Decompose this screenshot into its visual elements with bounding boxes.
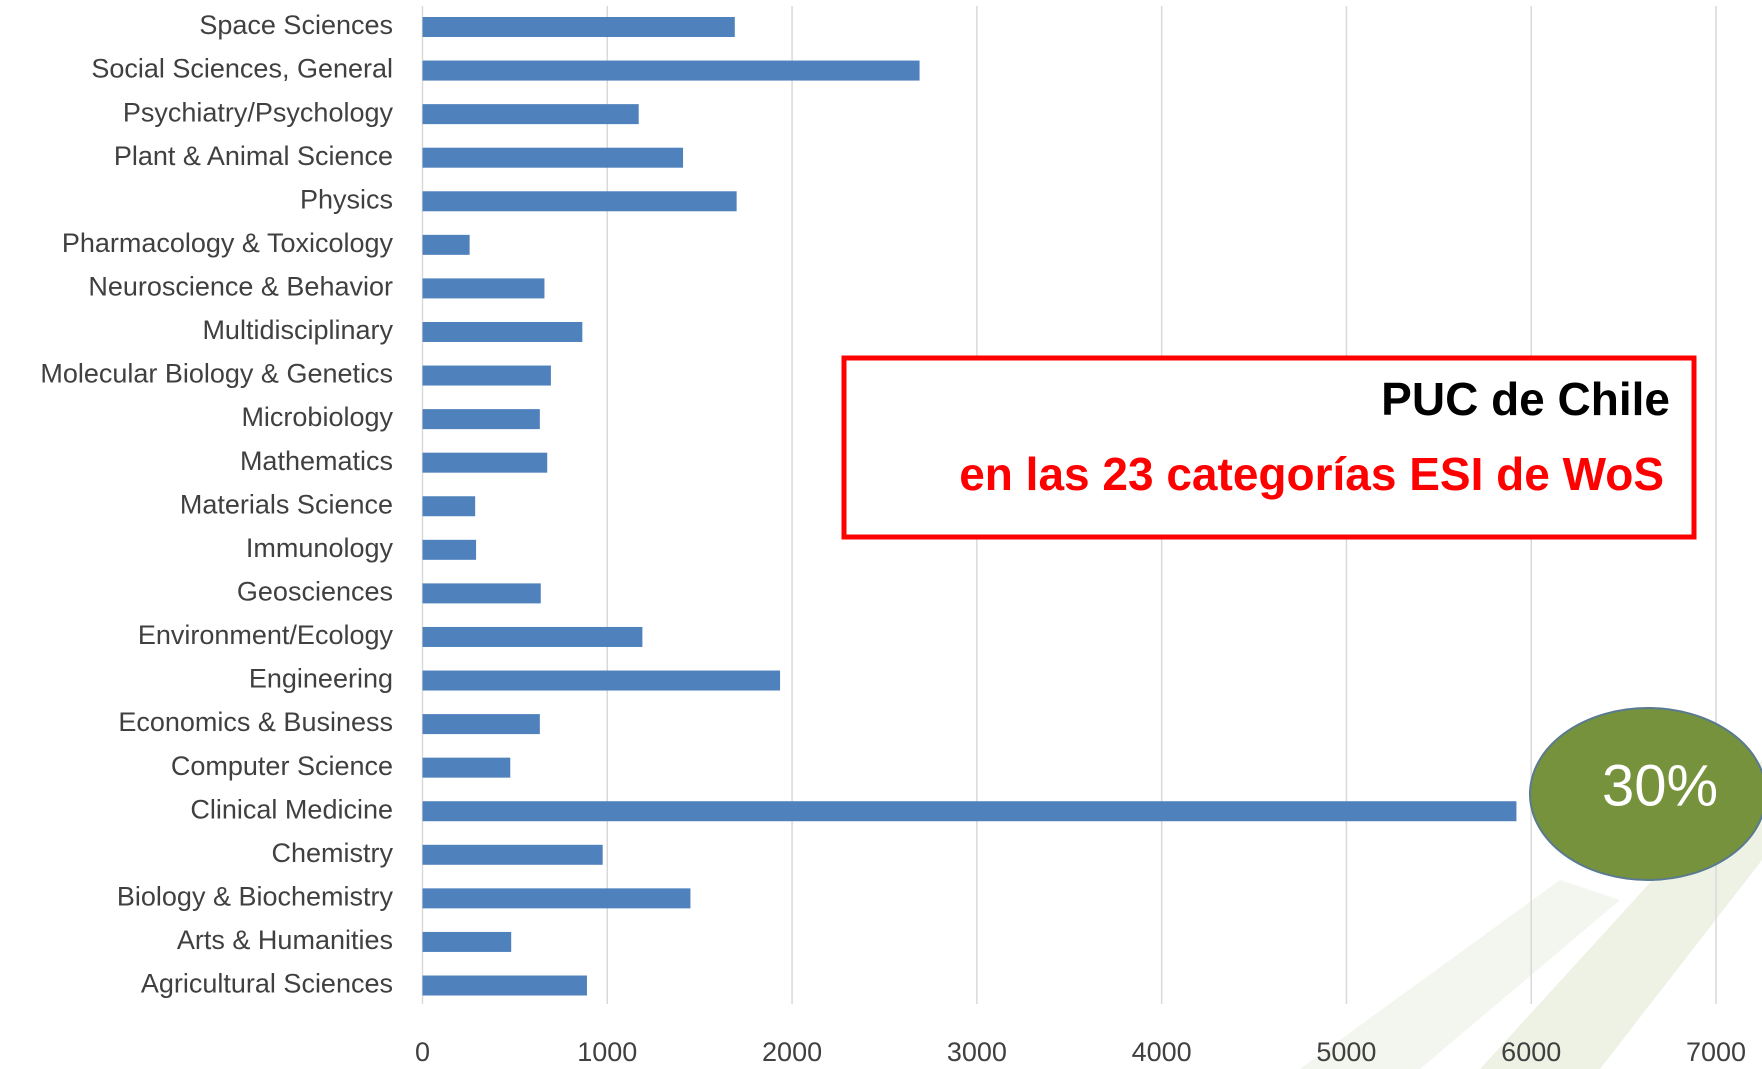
bar [422, 321, 583, 342]
x-tick-label: 2000 [762, 1037, 822, 1067]
y-tick-label: Pharmacology & Toxicology [62, 228, 394, 258]
bar [422, 714, 540, 735]
y-tick-label: Immunology [246, 533, 394, 563]
x-tick-label: 1000 [577, 1037, 637, 1067]
percent-label: 30% [1602, 753, 1718, 818]
x-tick-label: 0 [415, 1037, 430, 1067]
annotation-box [841, 355, 1697, 540]
y-tick-label: Materials Science [180, 489, 393, 519]
bar [422, 626, 643, 647]
bar [422, 757, 511, 778]
bar [422, 452, 548, 473]
bar [422, 931, 512, 952]
bar [422, 888, 691, 909]
y-tick-label: Geosciences [237, 577, 393, 607]
bar [422, 583, 541, 604]
y-tick-label: Computer Science [171, 751, 393, 781]
bar [422, 147, 684, 168]
y-tick-label: Agricultural Sciences [141, 969, 393, 999]
x-tick-label: 5000 [1316, 1037, 1376, 1067]
y-tick-label: Chemistry [271, 838, 393, 868]
y-tick-label: Economics & Business [118, 707, 393, 737]
bar [422, 191, 737, 212]
bar [422, 409, 540, 430]
annotation-title: PUC de Chile [1381, 373, 1670, 425]
y-tick-label: Social Sciences, General [91, 54, 393, 84]
y-tick-label: Engineering [249, 664, 393, 694]
bars [422, 17, 1517, 996]
bar [422, 539, 477, 560]
percent-badge [1529, 707, 1762, 881]
bar [422, 234, 470, 255]
x-tick-label: 4000 [1132, 1037, 1192, 1067]
y-tick-label: Plant & Animal Science [114, 141, 393, 171]
bar [422, 670, 781, 691]
bar [422, 801, 1517, 822]
y-tick-label: Space Sciences [199, 10, 393, 40]
x-tick-label: 6000 [1501, 1037, 1561, 1067]
annotation-subtitle: en las 23 categorías ESI de WoS [959, 448, 1664, 500]
bar [422, 17, 735, 37]
y-tick-label: Neuroscience & Behavior [88, 272, 393, 302]
bar [422, 844, 603, 865]
bar [422, 975, 587, 996]
y-tick-label: Physics [300, 184, 393, 214]
y-tick-label: Molecular Biology & Genetics [40, 359, 393, 389]
bar [422, 104, 639, 125]
y-tick-label: Clinical Medicine [190, 794, 393, 824]
bar [422, 496, 476, 517]
bar [422, 60, 920, 81]
y-tick-label: Mathematics [240, 446, 393, 476]
bar [422, 365, 551, 386]
x-tick-label: 3000 [947, 1037, 1007, 1067]
y-tick-label: Microbiology [241, 402, 393, 432]
x-tick-label: 7000 [1686, 1037, 1746, 1067]
y-tick-label: Psychiatry/Psychology [123, 97, 394, 127]
bar [422, 278, 545, 299]
labels: 0 1000 2000 3000 4000 5000 6000 7000 Space Scien… [40, 10, 1746, 1067]
y-tick-label: Arts & Humanities [177, 925, 393, 955]
y-tick-label: Biology & Biochemistry [117, 881, 394, 911]
y-tick-label: Multidisciplinary [202, 315, 393, 345]
y-tick-label: Environment/Ecology [138, 620, 394, 650]
